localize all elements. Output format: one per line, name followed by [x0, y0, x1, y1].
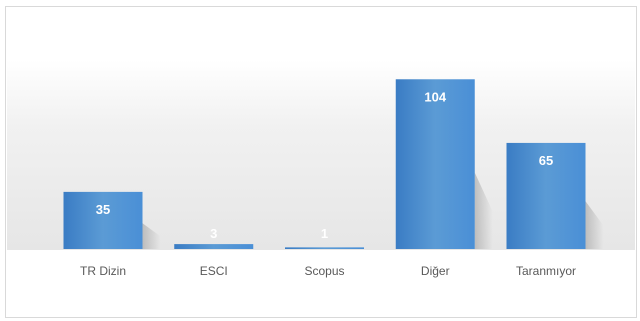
x-tick-label: Diğer	[421, 264, 450, 278]
data-label: 65	[539, 153, 553, 168]
bar-esci	[174, 244, 254, 249]
bar-scopus	[285, 247, 364, 249]
data-label: 35	[96, 202, 110, 217]
bar-shadow	[474, 172, 493, 249]
bar-shadow	[585, 201, 604, 249]
data-labels: 35 3 1 104 65	[96, 89, 553, 241]
x-tick-label: TR Dizin	[80, 264, 126, 278]
bar-tr-dizin	[63, 191, 143, 249]
bar-taranmıyor	[506, 142, 586, 249]
data-label: 104	[424, 89, 446, 104]
x-tick-label: ESCI	[200, 264, 228, 278]
bar-diğer	[395, 79, 475, 249]
bars	[63, 79, 586, 249]
bar-shadows	[142, 172, 604, 249]
x-tick-label: Taranmıyor	[516, 264, 576, 278]
x-axis-tick-labels: TR Dizin ESCI Scopus Diğer Taranmıyor	[80, 264, 576, 278]
data-label: 1	[321, 226, 328, 241]
bar-shadow	[142, 223, 161, 249]
data-label: 3	[210, 226, 217, 241]
x-tick-label: Scopus	[304, 264, 344, 278]
